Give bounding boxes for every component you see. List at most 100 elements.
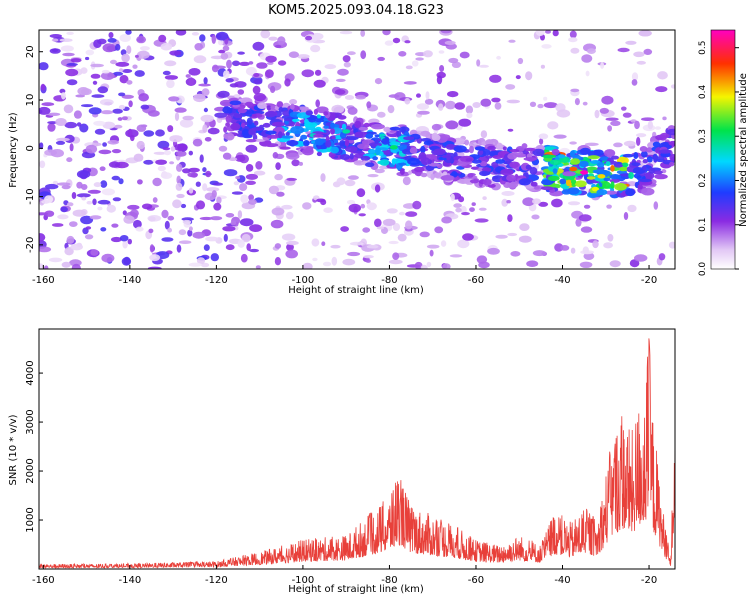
spectrogram-cell	[274, 243, 282, 249]
spectrogram-cell	[478, 149, 484, 156]
spectrogram-peak	[342, 129, 351, 134]
spectrogram-cell	[44, 210, 55, 217]
spectrogram-cell	[51, 223, 64, 227]
spectrogram-cell	[343, 61, 351, 68]
spectrogram-cell	[583, 204, 591, 209]
spectrogram-cell	[179, 240, 192, 244]
spectrogram-cell	[71, 263, 81, 269]
spectrogram-cell	[609, 260, 621, 268]
spectrogram-cell	[444, 40, 456, 46]
spectrogram-cell	[347, 175, 359, 180]
spectrogram-cell	[442, 263, 451, 269]
spectrogram-cell	[233, 113, 243, 118]
spectrogram-cell	[230, 220, 237, 226]
spectrogram-cell	[552, 30, 559, 37]
spectrogram-cell	[398, 51, 407, 57]
spectrogram-cell	[625, 188, 636, 197]
spectrogram-cell	[202, 124, 208, 133]
spectrogram-cell	[137, 179, 143, 185]
spectrogram-cell	[434, 172, 442, 179]
spectrogram-cell	[360, 30, 366, 37]
spectrogram-cell	[248, 61, 254, 65]
spectrogram-cell	[416, 103, 429, 110]
spectrogram-cell	[420, 172, 428, 178]
spectrogram-cell	[543, 96, 548, 101]
x-tick-label: -40	[554, 275, 570, 286]
spectrogram-cell	[522, 197, 535, 207]
spectrogram-cell	[281, 233, 296, 241]
spectrogram-cell	[580, 147, 591, 155]
spectrogram-cell	[191, 32, 200, 36]
spectrogram-cell	[157, 140, 170, 149]
spectrogram-cell	[305, 35, 313, 41]
spectrogram-cell	[240, 253, 248, 263]
spectrogram-cell	[157, 165, 166, 172]
spectrogram-cell	[398, 162, 407, 166]
x-tick-label: -60	[468, 275, 484, 286]
spectrogram-cell	[100, 71, 115, 80]
spectrogram-cell	[323, 111, 329, 116]
spectrogram-cell	[342, 258, 356, 266]
spectrogram-cell	[560, 245, 570, 251]
spectrogram-cell	[284, 78, 291, 87]
spectrogram-cell	[133, 153, 144, 162]
spectrogram-cell	[92, 198, 97, 206]
spectrogram-cell	[344, 95, 355, 100]
spectrogram-cell	[451, 61, 461, 68]
spectrogram-cell	[653, 201, 659, 210]
spectrogram-cell	[214, 112, 228, 118]
spectrogram-cell	[631, 72, 639, 81]
spectrogram-cell	[377, 56, 386, 61]
spectrogram-cell	[456, 161, 468, 167]
spectrogram-cell	[579, 261, 593, 268]
spectrogram-cell	[192, 138, 203, 147]
spectrogram-cell	[641, 187, 655, 196]
spectrogram-cell	[242, 134, 253, 139]
spectrogram-cell	[129, 209, 139, 217]
spectrogram-cell	[61, 185, 71, 190]
spectrogram-cell	[383, 126, 392, 133]
spectrogram-cell	[625, 40, 637, 45]
spectrogram-cell	[176, 175, 181, 185]
spectrogram-cell	[593, 149, 604, 156]
spectrogram-cell	[248, 194, 255, 201]
spectrogram-cell	[39, 142, 44, 150]
spectrogram-cell	[211, 34, 216, 44]
spectrogram-cell	[478, 207, 487, 211]
spectrogram-cell	[97, 38, 107, 45]
spectrogram-cell	[541, 179, 554, 186]
spectrogram-cell	[320, 173, 326, 182]
spectrogram-cell	[335, 78, 346, 82]
spectrogram-cell	[635, 133, 647, 138]
spectrogram-cell	[438, 50, 445, 54]
spectrogram-cell	[251, 113, 257, 117]
spectrogram-cell	[638, 178, 652, 183]
spectrogram-cell	[360, 203, 366, 209]
spectrogram-cell	[345, 146, 358, 153]
spectrogram-cell	[93, 182, 102, 188]
spectrogram-cell	[273, 220, 280, 227]
spectrogram-cell	[265, 130, 277, 135]
spectrogram-cell	[446, 152, 451, 161]
spectrogram-peak	[580, 170, 589, 175]
spectrogram-cell	[388, 259, 403, 265]
spectrogram-cell	[632, 167, 646, 175]
spectrogram-cell	[265, 69, 274, 78]
spectrogram-cell	[237, 210, 243, 219]
spectrogram-cell	[106, 204, 117, 213]
spectrogram-cell	[160, 172, 173, 180]
y-tick-label: 3000	[25, 409, 36, 434]
spectrogram-cell	[266, 105, 272, 111]
spectrogram-cell	[182, 168, 191, 174]
spectrogram-cell	[66, 157, 73, 163]
spectrogram-cell	[168, 96, 180, 102]
spectrogram-cell	[228, 157, 238, 162]
spectrogram-cell	[55, 118, 67, 126]
spectrogram-cell	[279, 146, 291, 150]
spectrogram-cell	[416, 93, 421, 98]
spectrogram-cell	[217, 90, 230, 98]
spectrogram-cell	[414, 166, 425, 173]
spectrogram-cell	[262, 122, 271, 128]
spectrogram-cell	[582, 246, 589, 254]
spectrogram-cell	[532, 250, 547, 257]
